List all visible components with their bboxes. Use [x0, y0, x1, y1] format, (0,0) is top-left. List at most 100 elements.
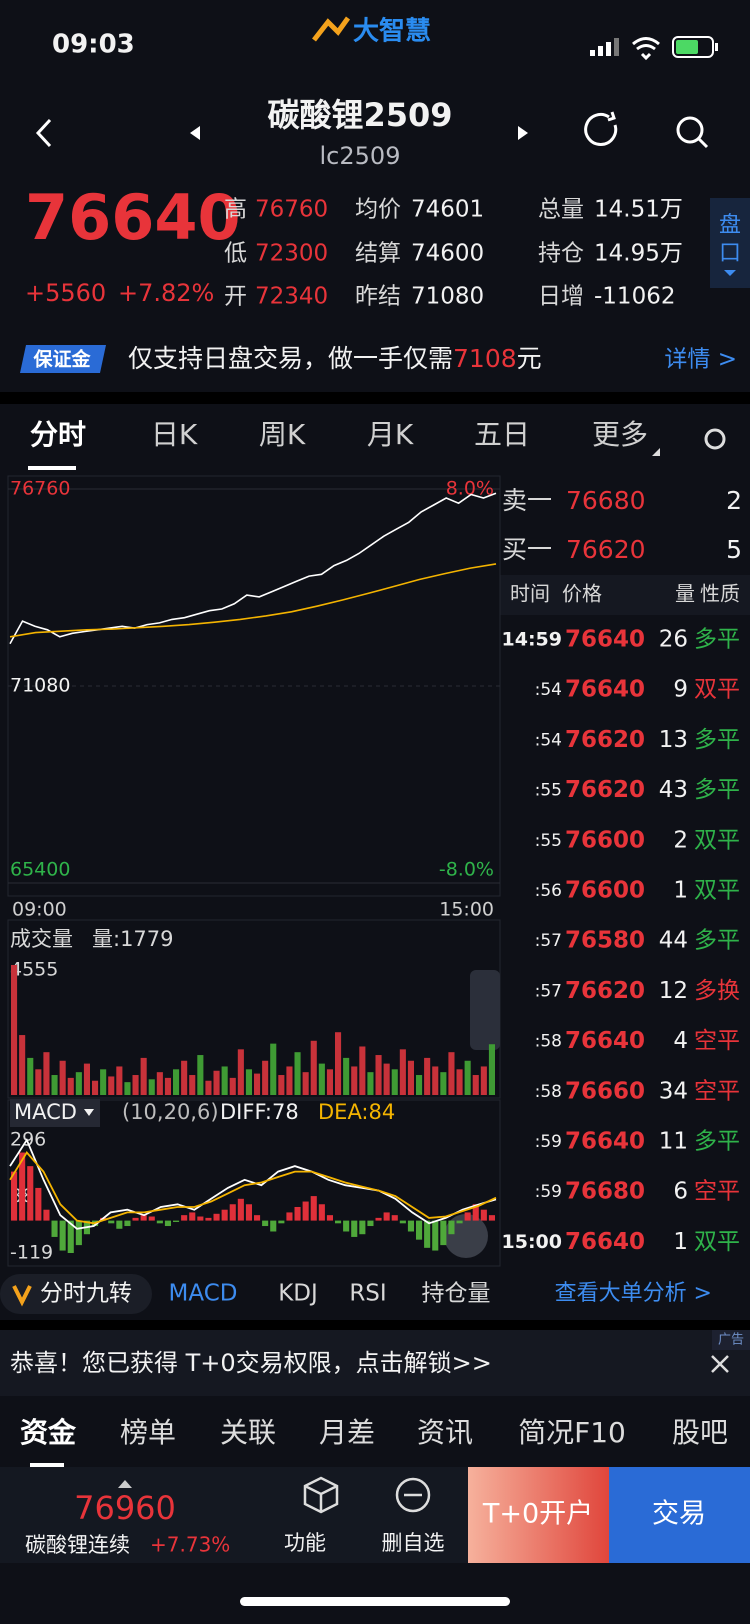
section-tab[interactable]: 榜单	[120, 1416, 176, 1449]
indicator-tab[interactable]: 持仓量	[422, 1281, 491, 1307]
section-tab[interactable]: 资讯	[417, 1416, 473, 1449]
book-label: 买一	[502, 535, 552, 564]
volume-bar	[294, 1052, 301, 1095]
close-ad-button[interactable]	[711, 1355, 729, 1373]
trade-price: 76680	[565, 1179, 645, 1205]
volume-bar	[35, 1069, 42, 1095]
volume-bar	[407, 1060, 414, 1095]
prev-button[interactable]	[190, 126, 200, 140]
chart-tab[interactable]: 周K	[259, 418, 306, 451]
volume-bar	[278, 1075, 285, 1095]
trade-column-header: 时间	[510, 582, 550, 606]
indicator-tab[interactable]: RSI	[349, 1281, 386, 1307]
trade-price: 76620	[565, 978, 645, 1004]
collapse-handle[interactable]	[470, 970, 500, 1050]
volume-bar	[254, 1073, 261, 1095]
search-button[interactable]	[676, 116, 709, 149]
big-order-link[interactable]: 查看大单分析 >	[555, 1281, 712, 1306]
macd-bar	[302, 1201, 309, 1221]
settings-button[interactable]	[704, 428, 726, 450]
trade-time: :58	[535, 1032, 562, 1052]
trade-label[interactable]: 交易	[652, 1499, 706, 1530]
indicator-tab[interactable]: KDJ	[278, 1281, 318, 1307]
section-tab[interactable]: 简况F10	[518, 1416, 626, 1449]
trade-type: 双平	[694, 1229, 740, 1255]
banner-unit: 元	[517, 344, 542, 373]
trade-type: 空平	[694, 1179, 740, 1205]
chart-tab[interactable]: 更多	[592, 418, 648, 451]
volume-bar	[310, 1040, 317, 1095]
macd-bar	[181, 1215, 188, 1221]
volume-bar	[92, 1080, 99, 1095]
function-label[interactable]: 功能	[284, 1531, 326, 1555]
stat-value: 74600	[411, 241, 484, 267]
macd-selector[interactable]: MACD	[14, 1100, 77, 1124]
macd-bar	[229, 1204, 236, 1221]
ad-bar	[0, 1330, 750, 1396]
macd-bar	[132, 1217, 139, 1221]
section-tab[interactable]: 资金	[20, 1416, 77, 1449]
macd-bar	[213, 1213, 220, 1221]
logo-icon	[312, 16, 351, 42]
indicator-special-tab[interactable]: 分时九转	[40, 1281, 132, 1307]
macd-bar	[164, 1220, 171, 1227]
more-arrow	[652, 448, 660, 456]
next-button[interactable]	[518, 126, 528, 140]
refresh-button[interactable]	[584, 111, 618, 146]
open-account-button[interactable]	[468, 1467, 609, 1563]
macd-bar	[335, 1220, 342, 1224]
chart-tab[interactable]: 月K	[367, 418, 414, 451]
trade-qty: 1	[673, 878, 688, 904]
macd-bar	[51, 1220, 58, 1237]
volume-bar	[221, 1066, 228, 1095]
ad-tag-bg	[712, 1330, 750, 1350]
trade-price: 76580	[565, 928, 645, 954]
app-logo-text: 大智慧	[353, 17, 431, 47]
section-tab[interactable]: 月差	[319, 1416, 375, 1449]
chart-tab[interactable]: 分时	[30, 418, 86, 451]
trade-column-header: 量	[675, 582, 695, 606]
volume-bar	[11, 965, 18, 1095]
special-tab-bg[interactable]	[0, 1274, 152, 1314]
trade-time: :58	[535, 1082, 562, 1102]
trade-button[interactable]	[609, 1467, 750, 1563]
trade-price: 76620	[565, 777, 645, 803]
chart-tab[interactable]: 五日	[474, 418, 530, 451]
trade-price: 76600	[565, 827, 645, 853]
remove-watch-label[interactable]: 删自选	[382, 1531, 445, 1555]
instrument-title: 碳酸锂2509	[267, 96, 452, 134]
trade-price: 76640	[565, 1028, 645, 1054]
macd-params: (10,20,6)	[122, 1100, 219, 1124]
back-button[interactable]	[35, 118, 52, 148]
volume-bar	[456, 1069, 463, 1095]
macd-bar	[343, 1220, 350, 1232]
trade-type: 多换	[694, 978, 740, 1004]
macd-bar	[318, 1204, 325, 1221]
trade-time: :59	[535, 1132, 562, 1152]
volume-bar	[164, 1077, 171, 1095]
chart-tab[interactable]: 日K	[151, 418, 198, 451]
pct-label: -8.0%	[439, 859, 494, 881]
volume-bar	[116, 1066, 123, 1095]
section-tab[interactable]: 股吧	[672, 1416, 728, 1449]
open-account-label[interactable]: T+0开户	[482, 1499, 593, 1530]
remove-watch-icon[interactable]	[395, 1477, 431, 1513]
section-tab[interactable]: 关联	[220, 1416, 276, 1449]
macd-bar	[43, 1209, 50, 1221]
indicator-tab[interactable]: MACD	[169, 1281, 238, 1307]
ad-text[interactable]: 恭喜！您已获得 T+0交易权限，点击解锁>>	[10, 1349, 492, 1377]
function-icon[interactable]	[303, 1476, 339, 1514]
volume-bar	[43, 1052, 50, 1095]
detail-link[interactable]: 详情 >	[664, 347, 737, 373]
volume-bar	[440, 1072, 447, 1095]
volume-bar	[335, 1032, 342, 1095]
trade-qty: 6	[673, 1179, 688, 1205]
trade-time: :59	[535, 1182, 562, 1202]
panel-button[interactable]: 盘口	[719, 213, 741, 266]
trade-qty: 11	[659, 1129, 688, 1155]
volume-bar	[205, 1080, 212, 1095]
trade-qty: 44	[659, 928, 688, 954]
volume-bar	[100, 1069, 107, 1095]
zoom-button[interactable]	[444, 1214, 488, 1258]
macd-selector-bg[interactable]	[10, 1099, 100, 1127]
